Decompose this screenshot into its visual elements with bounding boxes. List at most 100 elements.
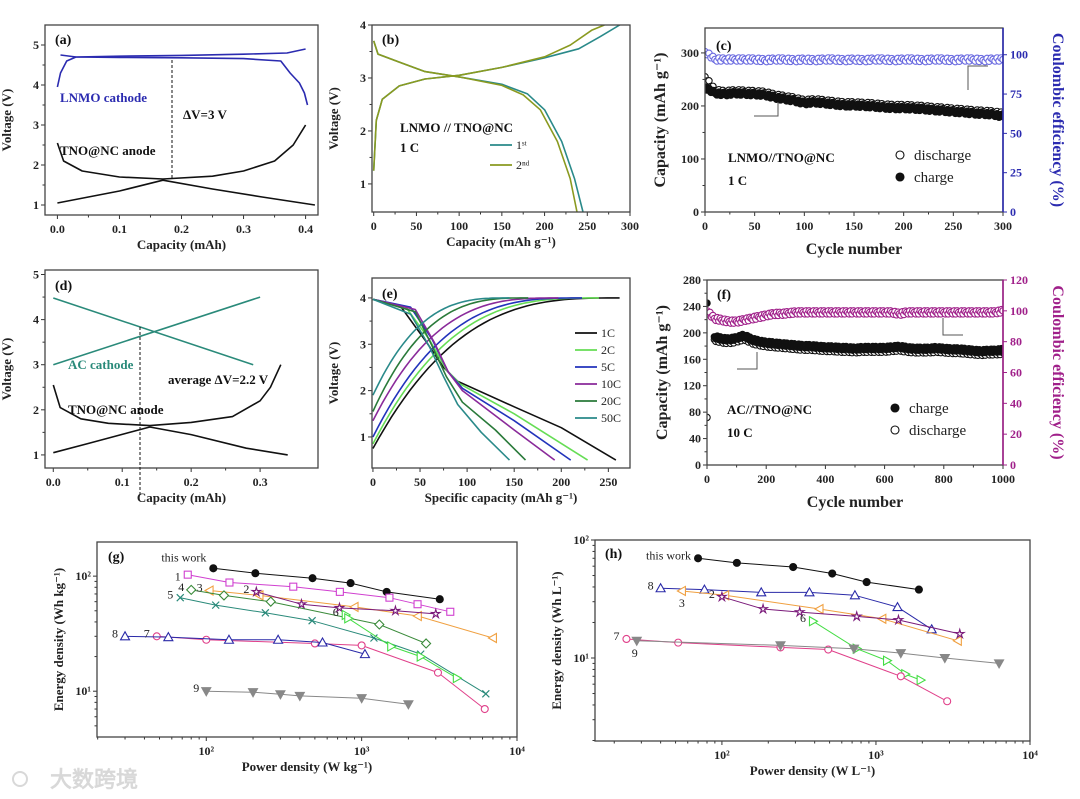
panel-e: 0 50 100 150 200 250 1 2 3 4 Specific capacity (mA… [326, 277, 631, 505]
series-1 [183, 570, 455, 616]
x-tick-label: 50 [414, 475, 426, 489]
data-point [892, 613, 905, 626]
y-tick-label: 4 [33, 313, 39, 327]
data-point [294, 691, 306, 702]
series-line [698, 557, 919, 591]
panel-a: 0.0 0.1 0.2 0.3 0.4 1 2 3 4 5 Capacity (mAh) Voltag… [0, 24, 319, 252]
y-tick-label: 80 [689, 405, 701, 419]
data-point [914, 585, 923, 594]
y-tick-label: 3 [33, 118, 39, 132]
annotation: average ΔV=2.2 V [168, 372, 269, 387]
series-charge [705, 83, 1003, 121]
panel-b: 0 50 100 150 200 250 300 1 2 3 4 Capacity (mAh g⁻¹)… [326, 18, 639, 249]
x-tick-label: 0 [702, 219, 708, 233]
y-tick-label: 280 [683, 273, 701, 287]
series-line [56, 124, 307, 180]
series-50c [372, 297, 510, 396]
data-point [389, 604, 402, 617]
plot-area [119, 564, 497, 714]
annotation: LNMO//TNO@NC [728, 150, 835, 165]
data-point [446, 607, 455, 616]
x-tick-label: 150 [845, 219, 863, 233]
y-tick-label: 10¹ [75, 684, 91, 698]
data-point [895, 172, 905, 182]
annotation: AC cathode [68, 357, 134, 372]
series-label: 8 [112, 626, 118, 640]
series-label: this work [161, 550, 206, 564]
x-tick-label: 200 [895, 219, 913, 233]
x-axis-title: Power density (W L⁻¹) [750, 763, 875, 778]
data-point [310, 639, 319, 648]
y2-tick-label: 100 [1010, 48, 1028, 62]
plot-frame [44, 24, 319, 216]
y2-tick-label: 0 [1010, 205, 1016, 219]
y-tick-label: 3 [33, 358, 39, 372]
data-point [289, 582, 298, 591]
x-axis-title: Power density (W kg⁻¹) [242, 759, 373, 774]
series-line [213, 567, 440, 600]
y-tick-label: 10² [573, 533, 589, 547]
series-20c [372, 298, 527, 461]
series-2- [372, 40, 578, 212]
series-label: 7 [144, 626, 150, 640]
y-tick-label: 240 [683, 299, 701, 313]
series-line [372, 298, 511, 461]
data-point [631, 636, 643, 647]
legend-label: 2ⁿᵈ [516, 158, 530, 172]
data-point [953, 627, 966, 640]
data-point [793, 605, 806, 618]
y2-tick-label: 100 [1010, 304, 1028, 318]
data-point [715, 590, 729, 603]
y-tick-label: 4 [33, 78, 39, 92]
y-tick-label: 300 [681, 46, 699, 60]
watermark-text: 大数跨境 [50, 767, 138, 793]
panel-label: (h) [605, 547, 622, 562]
x-tick-label: 100 [450, 219, 468, 233]
data-point [993, 659, 1005, 670]
data-point [487, 632, 497, 644]
x-tick-label: 0.0 [46, 475, 61, 489]
y-tick-label: 10¹ [573, 651, 589, 665]
legend-label: 1ˢᵗ [516, 138, 528, 152]
data-point [416, 651, 427, 663]
x-axis-title: Cycle number [806, 241, 902, 258]
y-tick-label: 2 [33, 403, 39, 417]
data-point [789, 562, 798, 572]
series-label: 9 [632, 646, 638, 660]
data-point [344, 612, 354, 624]
series-2 [715, 590, 966, 640]
plot-area [705, 47, 1003, 121]
arrow-left-axis-icon [737, 352, 758, 370]
series-line [124, 635, 366, 655]
y-tick-label: 120 [683, 379, 701, 393]
y-tick-label: 160 [683, 352, 701, 366]
series-lnmo-charge [56, 48, 306, 88]
y2-tick-label: 60 [1010, 366, 1022, 380]
series-8 [655, 582, 938, 634]
x-tick-label: 0.2 [184, 475, 199, 489]
y-axis-title: Voltage (V) [326, 342, 341, 405]
plot-area [622, 554, 1005, 706]
data-point [890, 425, 900, 435]
data-point [420, 638, 432, 649]
panel-label: (e) [382, 287, 398, 302]
series-label: 3 [679, 596, 685, 610]
data-point [176, 593, 185, 602]
y-tick-label: 40 [689, 432, 701, 446]
x-tick-label: 100 [795, 219, 813, 233]
y-tick-label: 5 [33, 38, 39, 52]
series-line [56, 48, 306, 88]
x-axis-title: Specific capacity (mAh g⁻¹) [425, 490, 578, 505]
y-tick-label: 4 [360, 291, 366, 305]
data-point [387, 640, 397, 652]
data-point [916, 674, 927, 686]
series-line [372, 297, 510, 396]
series-ac-charge [53, 296, 261, 366]
data-point [200, 687, 212, 697]
series-line [206, 690, 409, 705]
plot-area [52, 296, 288, 456]
series-label: 6 [333, 605, 339, 619]
x-tick-label: 0 [371, 219, 377, 233]
data-point [896, 672, 905, 681]
data-point [895, 150, 905, 160]
